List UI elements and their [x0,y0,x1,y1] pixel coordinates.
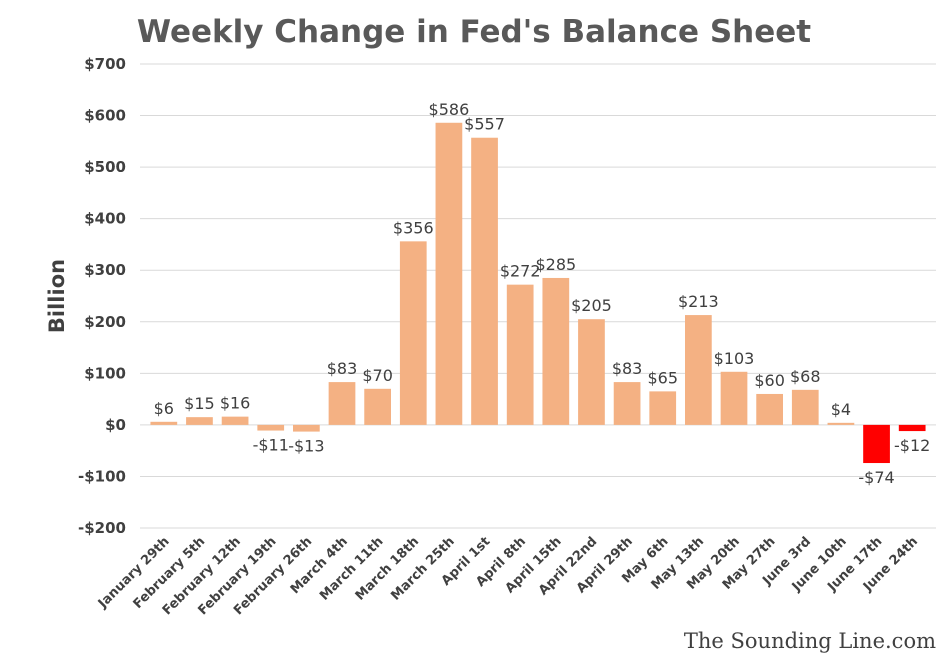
data-label: $557 [464,115,505,134]
y-tick-label: $500 [84,158,126,176]
y-axis-label: Billion [45,259,69,333]
data-label: $356 [393,218,434,237]
bar [399,241,427,425]
data-label: -$12 [894,436,930,455]
data-label: $65 [647,368,678,387]
data-label: $70 [362,366,393,385]
bar [293,424,320,432]
data-label: -$74 [858,468,894,487]
y-tick-label: -$100 [78,467,126,485]
y-tick-label: $300 [84,261,126,279]
data-label: $60 [754,371,785,390]
bar [471,137,498,425]
data-labels: $6 $15 $16-$11 -$13$83 $70$356$586$557$272$2… [154,100,931,487]
data-label: -$13 [288,437,324,456]
data-label: $15 [184,394,215,413]
bar [221,416,249,425]
bar [328,382,356,425]
bar [649,391,677,425]
bars [150,122,926,464]
data-label: $213 [678,292,719,311]
bar [863,424,890,464]
bar [613,382,641,425]
bar [720,371,748,425]
data-label: $4 [831,400,851,419]
bar [791,389,819,425]
bar [150,421,178,425]
bar [435,122,463,425]
bar [506,284,534,425]
bar [257,424,285,431]
bar [685,315,712,425]
gridlines [140,63,936,529]
watermark: The Sounding Line.com [683,629,936,653]
bar [827,422,855,425]
bar [364,388,391,425]
y-tick-label: $400 [84,210,126,228]
data-label: $68 [790,367,821,386]
data-label: $205 [571,296,612,315]
bar [756,393,783,425]
y-tick-label: -$200 [78,519,126,537]
bar [898,424,926,432]
chart-title: Weekly Change in Fed's Balance Sheet [136,14,812,50]
bar [578,319,605,425]
data-label: $285 [535,255,576,274]
data-label: $272 [500,262,541,281]
data-label: $103 [714,349,755,368]
y-tick-label: $100 [84,364,126,382]
data-label: $586 [429,100,470,119]
data-label: $16 [220,394,251,413]
y-tick-label: $200 [84,313,126,331]
y-tick-label: $700 [84,55,126,73]
y-axis-ticks: $700 $600 $500 $400 $300 $200 $100 $0 -$100 -$200 [78,55,126,537]
data-label: $83 [327,359,358,378]
data-label: -$11 [253,436,289,455]
y-tick-label: $0 [105,416,126,434]
data-label: $83 [612,359,643,378]
bar [186,417,213,425]
data-label: $6 [154,399,174,418]
bar [542,277,570,425]
y-tick-label: $600 [84,107,126,125]
